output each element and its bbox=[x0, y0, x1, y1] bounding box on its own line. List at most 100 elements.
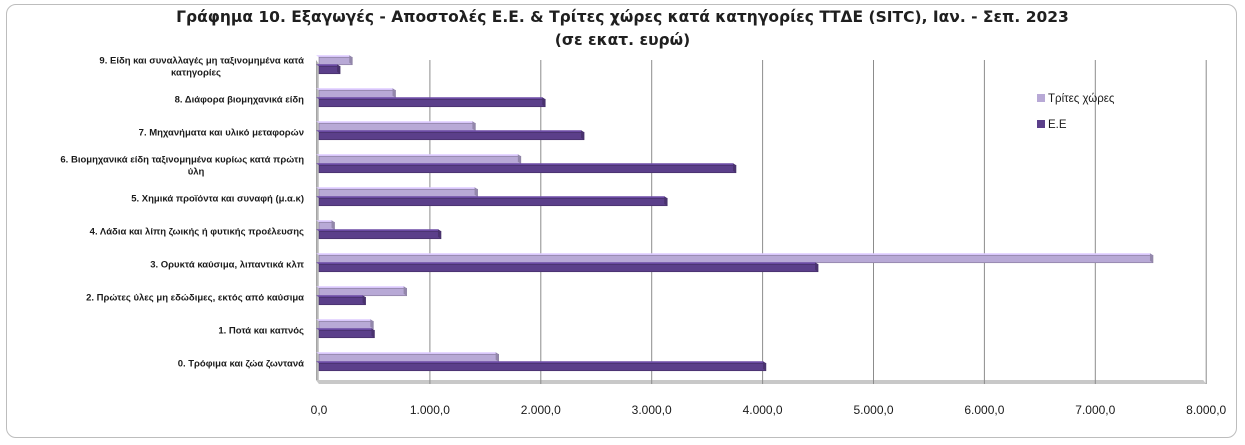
bar bbox=[316, 328, 375, 339]
bar bbox=[316, 196, 668, 207]
bar bbox=[316, 229, 442, 240]
x-tick-label: 0,0 bbox=[311, 403, 328, 417]
bars bbox=[316, 55, 1154, 372]
category-label: 1. Ποτά και καπνός bbox=[218, 326, 304, 337]
bar bbox=[316, 295, 366, 306]
bar-front-face bbox=[318, 98, 546, 108]
x-tick-labels: 0,0 1.000,0 2.000,0 3.000,0 4.000,0 5.000,0 6.… bbox=[311, 403, 1227, 417]
bar bbox=[316, 97, 546, 108]
bar bbox=[316, 187, 478, 198]
bar-front-face bbox=[318, 353, 499, 363]
bar-top-face bbox=[316, 154, 521, 157]
bar-front-face bbox=[318, 65, 341, 75]
bar bbox=[316, 88, 396, 99]
bar-front-face bbox=[318, 122, 476, 132]
bar-top-face bbox=[316, 196, 668, 199]
bar-end-face bbox=[349, 55, 353, 65]
bar bbox=[316, 286, 407, 297]
bar-end-face bbox=[517, 154, 521, 164]
bar-top-face bbox=[316, 361, 766, 364]
bar-end-face bbox=[581, 130, 585, 140]
bar-front-face bbox=[318, 56, 353, 66]
bar-top-face bbox=[316, 295, 366, 298]
bar-front-face bbox=[318, 296, 366, 306]
legend-swatch bbox=[1037, 94, 1045, 102]
bar-end-face bbox=[495, 352, 499, 362]
category-label: 6. Βιομηχανικά είδη ταξινομημένα κυρίως … bbox=[60, 155, 304, 178]
category-label: 0. Τρόφιμα και ζώα ζωντανά bbox=[178, 359, 304, 370]
bar-end-face bbox=[392, 88, 396, 98]
gridlines bbox=[316, 60, 1207, 384]
bar-end-face bbox=[337, 64, 341, 74]
bar bbox=[316, 361, 767, 372]
bar-top-face bbox=[316, 64, 341, 67]
x-tick-label: 8.000,0 bbox=[1186, 403, 1226, 417]
bar-front-face bbox=[318, 287, 407, 297]
bar-front-face bbox=[318, 329, 375, 339]
x-tick-label: 6.000,0 bbox=[964, 403, 1004, 417]
bar bbox=[316, 130, 585, 141]
legend-label: Τρίτες χώρες bbox=[1048, 93, 1115, 105]
bar bbox=[316, 262, 819, 273]
legend-swatch bbox=[1037, 120, 1045, 128]
category-label-line: κατηγορίες bbox=[171, 68, 221, 79]
bar-front-face bbox=[318, 230, 442, 240]
bar-end-face bbox=[1149, 253, 1153, 263]
bar-end-face bbox=[370, 319, 374, 329]
x-tick-label: 5.000,0 bbox=[853, 403, 893, 417]
x-tick-label: 2.000,0 bbox=[521, 403, 561, 417]
bar-top-face bbox=[316, 352, 499, 355]
bar-top-face bbox=[316, 229, 441, 232]
category-label: 4. Λάδια και λίπη ζωικής ή φυτικής προέλ… bbox=[90, 227, 304, 238]
chart-title: Γράφημα 10. Εξαγωγές - Αποστολές Ε.Ε. & … bbox=[0, 6, 1245, 52]
chart-floor bbox=[316, 380, 1207, 384]
x-tick-label: 4.000,0 bbox=[743, 403, 783, 417]
bar-top-face bbox=[316, 187, 478, 190]
bar-front-face bbox=[318, 320, 374, 330]
bar-end-face bbox=[732, 163, 736, 173]
category-label: 7. Μηχανήματα και υλικό μεταφορών bbox=[139, 128, 304, 139]
x-tick-label: 3.000,0 bbox=[632, 403, 672, 417]
bar-front-face bbox=[318, 263, 819, 273]
bar-front-face bbox=[318, 197, 668, 207]
category-label: 3. Ορυκτά καύσιμα, λιπαντικά κλπ bbox=[150, 260, 305, 271]
bar-front-face bbox=[318, 254, 1154, 264]
legend: Τρίτες χώρες Ε.Ε bbox=[1037, 93, 1115, 131]
bar-top-face bbox=[316, 286, 407, 289]
x-tick-label: 1.000,0 bbox=[410, 403, 450, 417]
bar bbox=[316, 55, 353, 66]
bar-end-face bbox=[403, 286, 407, 296]
bar bbox=[316, 121, 476, 132]
bar-end-face bbox=[815, 262, 819, 272]
bar-front-face bbox=[318, 131, 585, 141]
legend-label: Ε.Ε bbox=[1048, 119, 1067, 131]
bar-top-face bbox=[316, 97, 546, 100]
bar-end-face bbox=[474, 187, 478, 197]
bar-front-face bbox=[318, 362, 767, 372]
bar-top-face bbox=[316, 253, 1153, 256]
bar-top-face bbox=[316, 328, 375, 331]
bar-end-face bbox=[762, 361, 766, 371]
bar bbox=[316, 352, 499, 363]
bar-end-face bbox=[331, 220, 335, 230]
category-label: 9. Είδη και συναλλαγές μη ταξινομημένα κ… bbox=[99, 56, 304, 79]
bar-front-face bbox=[318, 188, 478, 198]
category-label-line: ύλη bbox=[188, 167, 205, 178]
bar-end-face bbox=[472, 121, 476, 131]
bar-top-face bbox=[316, 55, 353, 58]
bar-top-face bbox=[316, 130, 585, 133]
category-labels: 0. Τρόφιμα και ζώα ζωντανά 1. Ποτά και κα… bbox=[60, 56, 304, 370]
bar-top-face bbox=[316, 163, 736, 166]
bar-front-face bbox=[318, 164, 737, 174]
bar bbox=[316, 319, 374, 330]
bar-end-face bbox=[437, 229, 441, 239]
bar-end-face bbox=[362, 295, 366, 305]
category-label-line: 6. Βιομηχανικά είδη ταξινομημένα κυρίως … bbox=[60, 155, 304, 166]
bar bbox=[316, 154, 522, 165]
bar-top-face bbox=[316, 121, 476, 124]
bar-top-face bbox=[316, 262, 819, 265]
chart-title-line2: (σε εκατ. ευρώ) bbox=[554, 31, 691, 49]
bar-end-face bbox=[371, 328, 375, 338]
bar-front-face bbox=[318, 89, 396, 99]
